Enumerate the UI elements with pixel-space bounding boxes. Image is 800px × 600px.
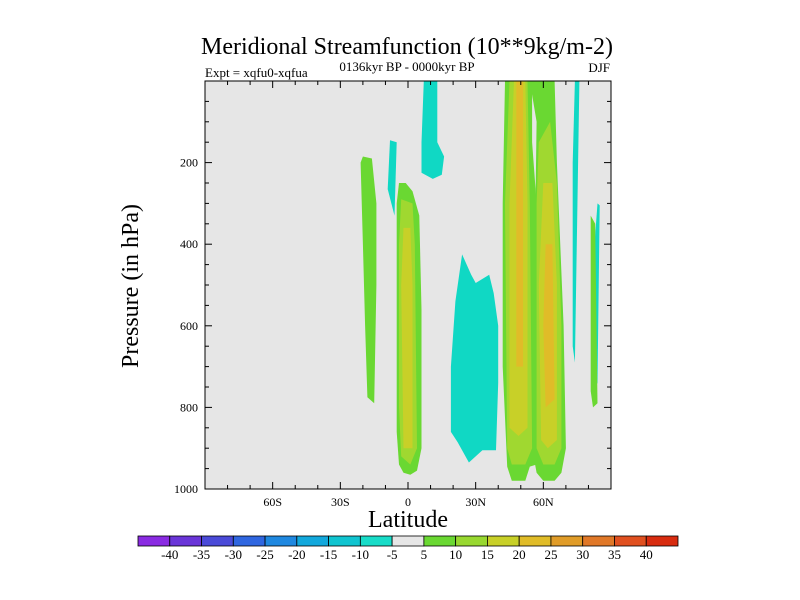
colorbar-swatch [201, 535, 234, 547]
colorbar-label: 10 [449, 547, 462, 562]
colorbar-swatch [264, 535, 298, 547]
experiment-label: Expt = xqfu0-xqfua [205, 65, 308, 80]
contour-region-level-5 [590, 215, 598, 408]
colorbar-label: 15 [481, 547, 494, 562]
colorbar-label: -20 [288, 547, 305, 562]
x-axis-tick-labels: 60S 30S 0 30N 60N [263, 495, 554, 509]
colorbar-swatch [582, 535, 615, 547]
colorbar-swatch [614, 535, 647, 547]
y-tick-label: 200 [180, 156, 198, 170]
y-axis-ticks [205, 80, 611, 490]
contour-region-level-neg10 [421, 81, 445, 179]
season-label: DJF [588, 60, 610, 75]
contour-region-level-neg10 [387, 140, 397, 216]
contour-region-level-20 [543, 244, 555, 408]
y-tick-label: 400 [180, 237, 198, 251]
x-tick-label: 30N [465, 495, 486, 509]
y-tick-label: 600 [180, 319, 198, 333]
x-tick-label: 60S [263, 495, 282, 509]
contour-region-level-5 [360, 156, 377, 404]
colorbar-swatch [455, 535, 488, 547]
colorbar-swatch [296, 535, 329, 547]
colorbar-label: 20 [513, 547, 526, 562]
colorbar-label: -30 [225, 547, 242, 562]
contour-region-level-15 [401, 227, 413, 449]
colorbar-swatch [232, 535, 266, 547]
contour-region-level-neg10 [450, 254, 499, 463]
chart-subtitle: 0136kyr BP - 0000kyr BP [339, 59, 474, 74]
colorbar-swatch [645, 535, 679, 547]
y-axis-tick-labels: 200 400 600 800 1000 [174, 156, 198, 496]
colorbar-label: 25 [544, 547, 557, 562]
contour-region-level-neg10 [572, 81, 580, 363]
colorbar-label: 30 [576, 547, 589, 562]
contour-regions [360, 81, 600, 481]
colorbar-swatch [137, 535, 171, 547]
contour-region-level-20 [516, 81, 523, 367]
colorbar-swatch [391, 535, 425, 547]
y-axis-label: Pressure (in hPa) [118, 204, 144, 368]
x-tick-label: 60N [533, 495, 554, 509]
colorbar-swatch [518, 535, 552, 547]
colorbar-label: -25 [256, 547, 273, 562]
colorbar-label: -40 [161, 547, 178, 562]
y-tick-label: 800 [180, 400, 198, 414]
colorbar-label: 5 [421, 547, 428, 562]
colorbar-label: -10 [352, 547, 369, 562]
colorbar-label: -5 [387, 547, 398, 562]
colorbar-swatch [423, 535, 457, 547]
y-tick-label: 1000 [174, 482, 198, 496]
colorbar-label: -35 [193, 547, 210, 562]
x-tick-label: 0 [405, 495, 411, 509]
colorbar-swatch [169, 535, 202, 547]
colorbar-swatch [550, 535, 584, 547]
colorbar [137, 535, 679, 547]
x-axis-ticks [204, 81, 612, 489]
colorbar-labels: -40 -35 -30 -25 -20 -15 -10 -5 5 10 15 20 25 30 35 40 [161, 547, 653, 562]
colorbar-label: 35 [608, 547, 621, 562]
colorbar-swatch [328, 535, 361, 547]
x-axis-label: Latitude [368, 507, 448, 533]
chart-title: Meridional Streamfunction (10**9kg/m-2) [201, 34, 613, 60]
colorbar-swatch [487, 535, 520, 547]
colorbar-label: -15 [320, 547, 337, 562]
x-tick-label: 30S [331, 495, 350, 509]
colorbar-label: 40 [640, 547, 653, 562]
colorbar-swatch [359, 535, 393, 547]
